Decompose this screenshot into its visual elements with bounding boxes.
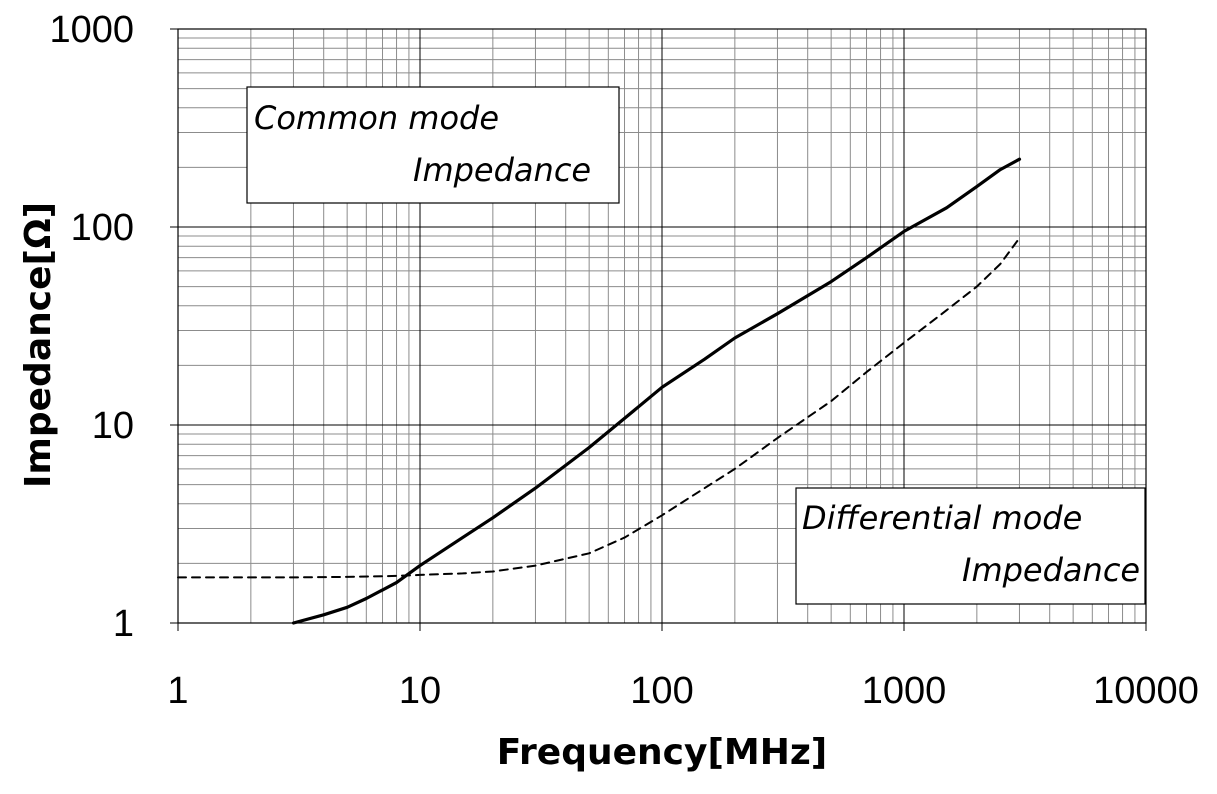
series-layer bbox=[177, 157, 1022, 625]
x-tick-label: 100 bbox=[630, 670, 693, 712]
annotation-common-box bbox=[246, 86, 620, 204]
x-tick-label: 1000 bbox=[862, 670, 947, 712]
annotation-differential-line2: Impedance bbox=[962, 551, 1140, 589]
annotation-common-line2: Impedance bbox=[413, 151, 591, 189]
annotation-differential-line1: Differential mode bbox=[802, 499, 1082, 537]
annotation-differential-box bbox=[795, 487, 1146, 605]
x-axis-title: Frequency[MHz] bbox=[497, 732, 828, 773]
y-tick-label: 10 bbox=[92, 405, 134, 447]
y-tick-label: 1000 bbox=[49, 9, 134, 51]
annotation-differential-mode: Differential mode Impedance bbox=[795, 487, 1146, 605]
y-axis-title: Impedance[Ω] bbox=[18, 202, 59, 488]
y-tick-label: 100 bbox=[71, 207, 134, 249]
series-line-common-mode bbox=[291, 157, 1022, 625]
series-line-differential-mode bbox=[177, 237, 1021, 579]
y-tick-label: 1 bbox=[113, 603, 134, 645]
annotation-common-mode: Common mode Impedance bbox=[246, 86, 620, 204]
plot-area-border bbox=[177, 28, 1147, 624]
tick-labels: 1 10 100 1000 10000 1 10 100 1000 bbox=[49, 9, 1198, 712]
x-tick-label: 1 bbox=[167, 670, 188, 712]
annotation-common-line1: Common mode bbox=[254, 99, 499, 137]
x-tick-label: 10000 bbox=[1093, 670, 1199, 712]
x-tick-label: 10 bbox=[399, 670, 441, 712]
